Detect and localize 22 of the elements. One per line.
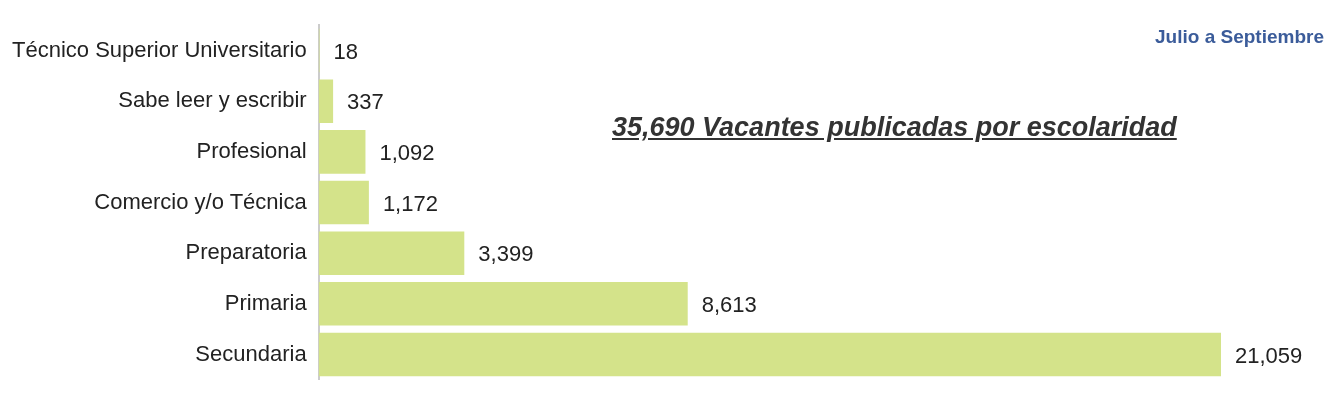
data-label: 1,172 [382,190,438,216]
chart-subtitle: Julio a Septiembre [1155,26,1324,48]
bar [318,180,369,225]
y-tick-label: Técnico Superior Universitario [12,36,307,62]
y-tick-label: Primaria [224,289,308,315]
y-tick-label: Secundaria [195,340,308,366]
data-label: 1,092 [379,139,435,165]
bar [318,282,688,326]
text: 35,690 Vacantes publicadas por escolaridad [612,112,1177,143]
bar [318,79,334,123]
data-label: 18 [333,38,358,64]
y-tick-label: Preparatoria [185,239,308,265]
y-tick-label: Sabe leer y escribir [118,87,307,113]
data-label: 21,059 [1235,342,1303,368]
data-label: 8,613 [701,291,757,317]
y-tick-label: Comercio y/o Técnica [94,188,308,214]
data-label: 337 [347,89,384,115]
data-label: 3,399 [478,241,534,267]
y-tick-label: Profesional [196,137,307,163]
bar [318,231,465,275]
bar [318,332,1221,377]
bar [318,130,366,174]
